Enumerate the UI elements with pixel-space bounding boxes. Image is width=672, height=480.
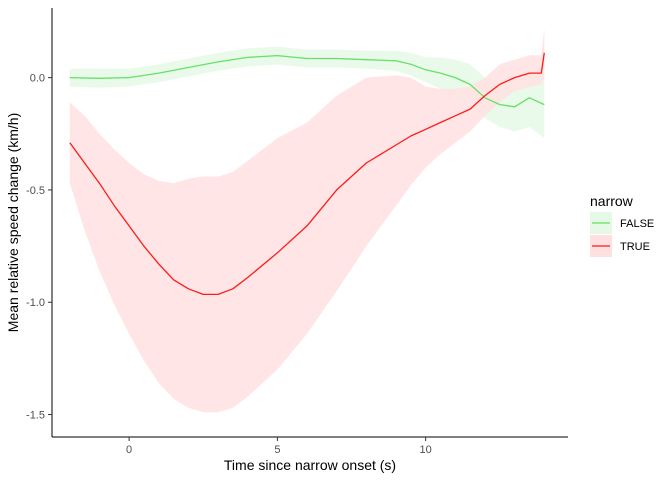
legend-label-false: FALSE xyxy=(620,218,654,230)
series-lines xyxy=(69,52,545,296)
x-tick-label: 10 xyxy=(420,444,432,456)
x-tick-label: 5 xyxy=(274,444,280,456)
confidence-bands xyxy=(69,28,545,413)
y-axis-ticks: 0.0 -0.5 -1.0 -1.5 xyxy=(26,73,52,422)
y-tick-label: 0.0 xyxy=(30,73,45,85)
x-tick-label: 0 xyxy=(126,444,132,456)
band-true xyxy=(69,28,545,413)
x-axis-title: Time since narrow onset (s) xyxy=(224,457,396,473)
y-tick-label: -0.5 xyxy=(26,185,45,197)
legend-label-true: TRUE xyxy=(620,241,650,253)
y-axis-title: Mean relative speed change (km/h) xyxy=(5,113,21,332)
legend-title: narrow xyxy=(590,193,634,209)
series-line-false xyxy=(69,54,545,108)
series-line-true xyxy=(69,52,545,296)
y-tick-label: -1.5 xyxy=(26,410,45,422)
x-axis-ticks: 0 5 10 xyxy=(126,437,432,456)
y-tick-label: -1.0 xyxy=(26,297,45,309)
legend: narrow FALSE TRUE xyxy=(590,193,654,257)
